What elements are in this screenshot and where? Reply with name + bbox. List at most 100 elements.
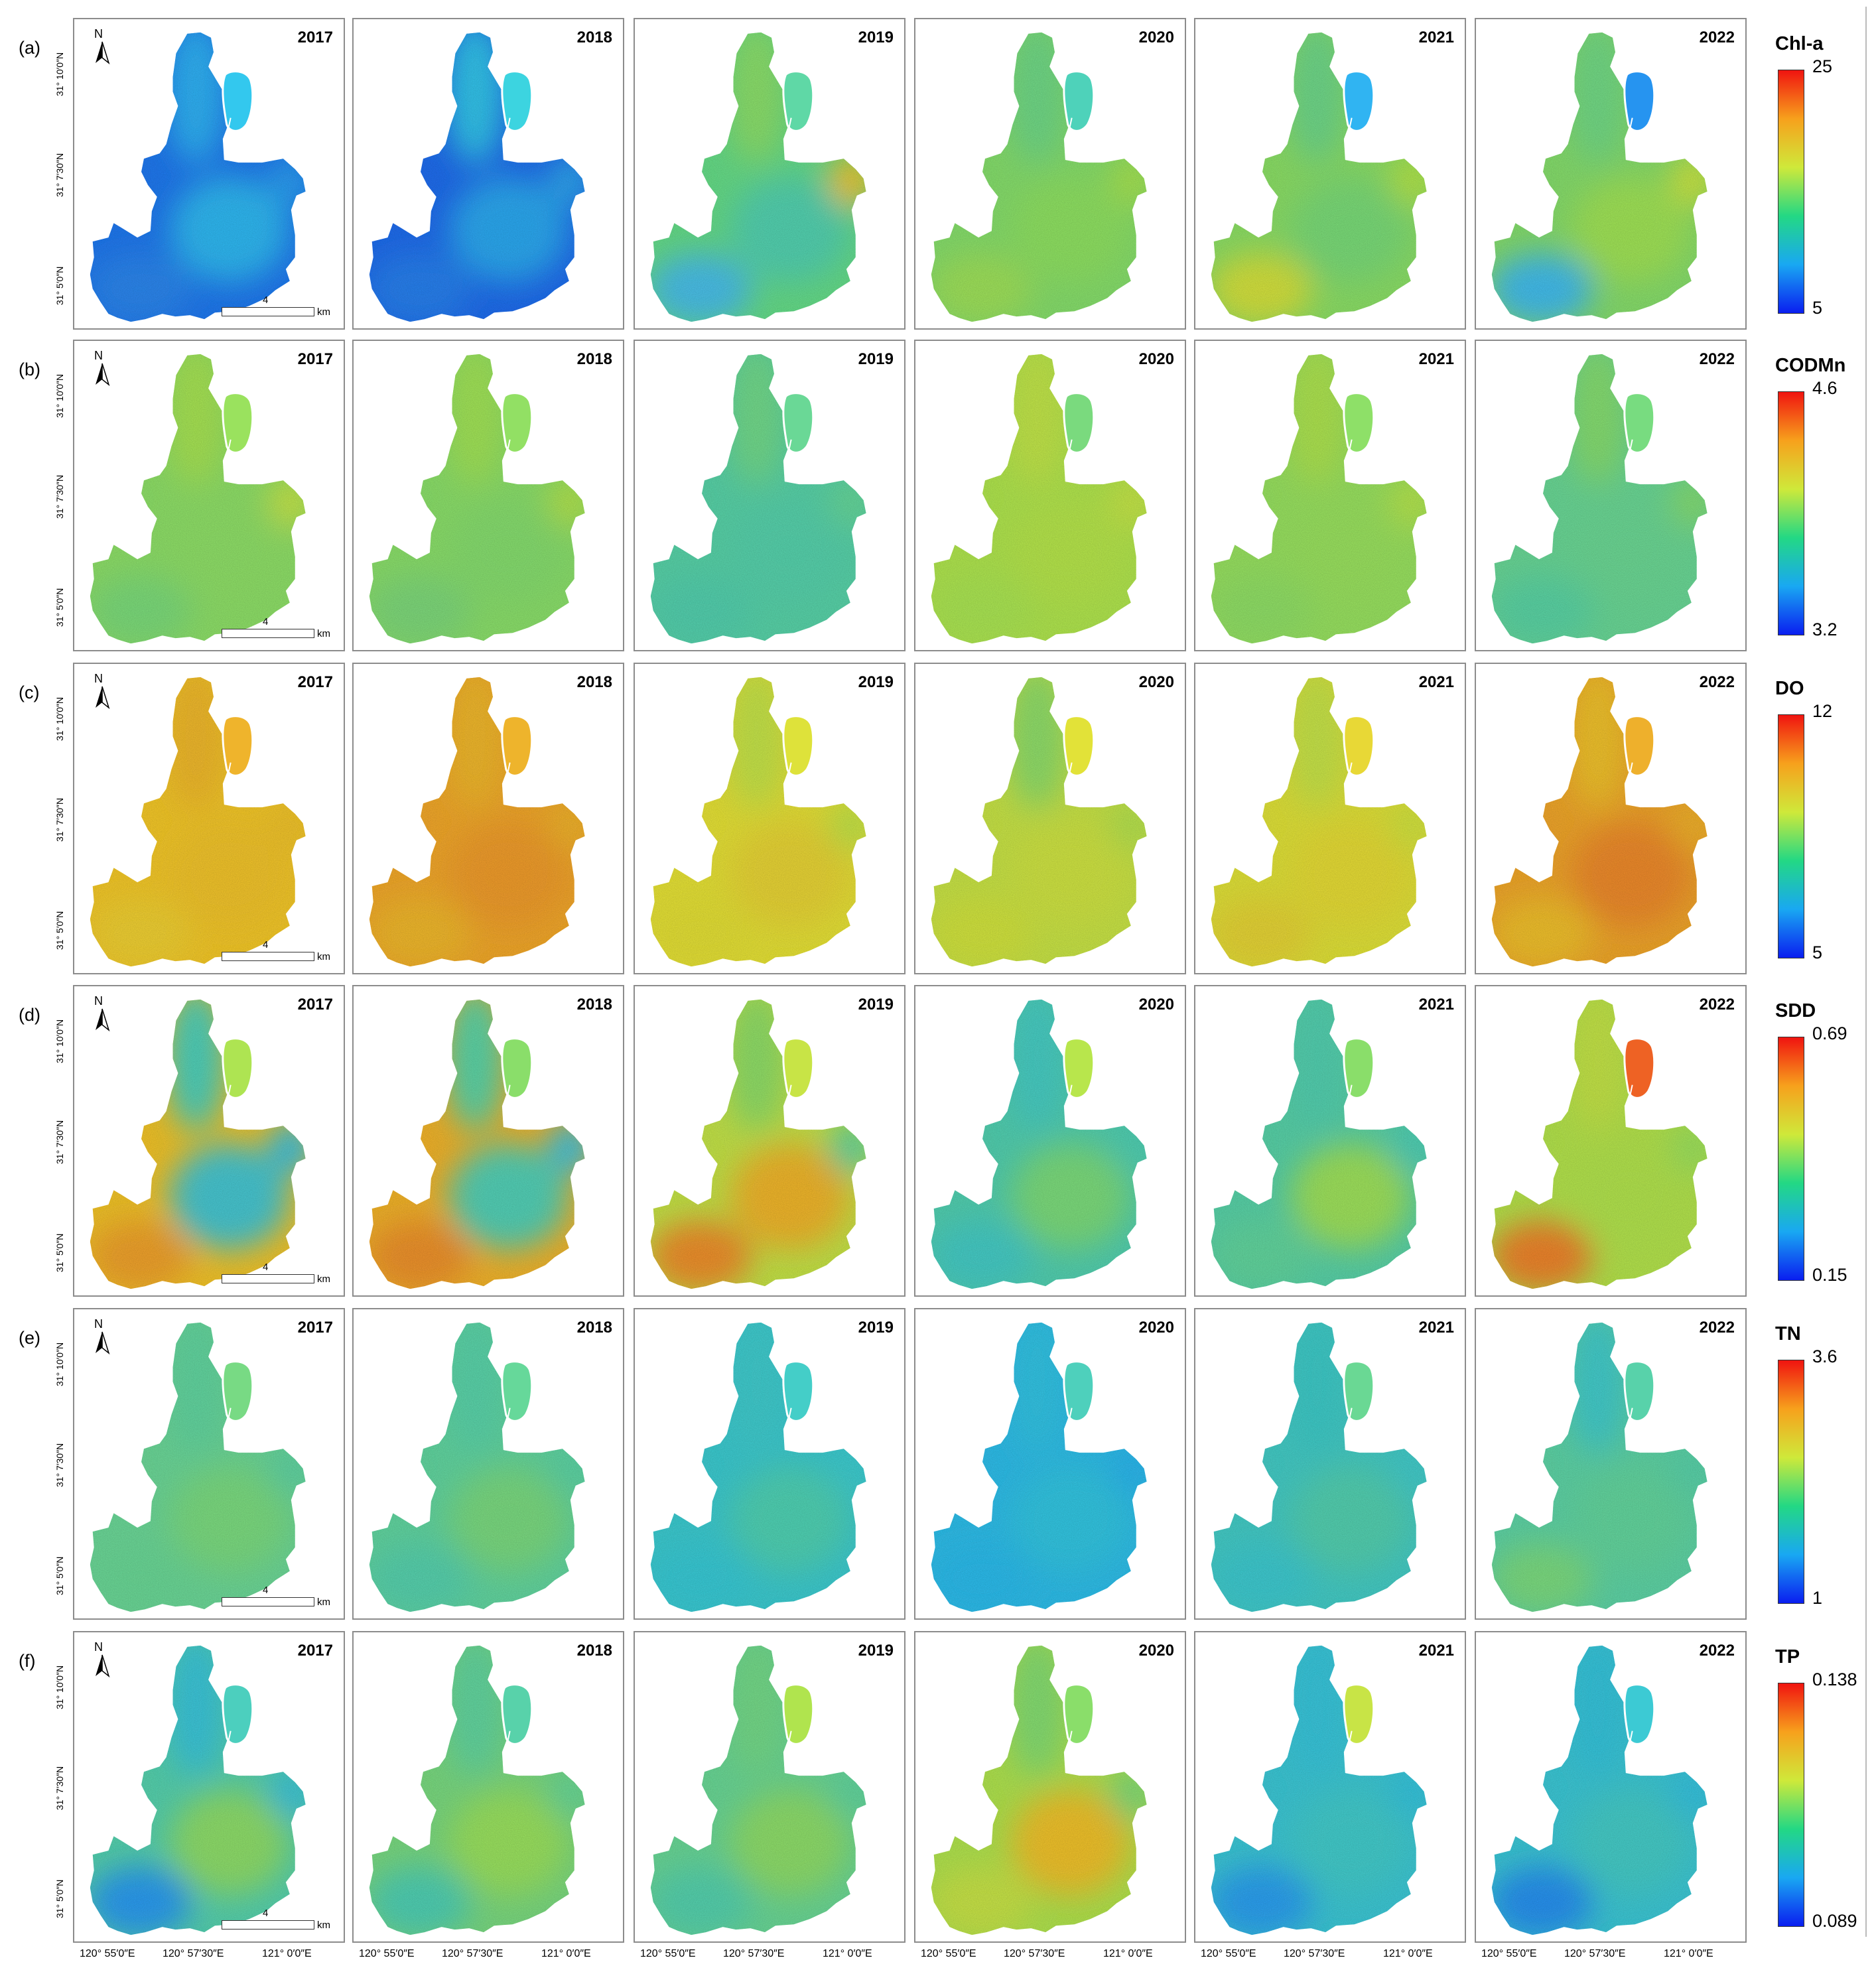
longitude-label: 120° 55′0″E <box>921 1948 976 1959</box>
lake-water <box>1211 1645 1427 1935</box>
scale-value: 4 <box>263 1585 269 1596</box>
reservoir <box>1063 70 1095 132</box>
lake-water <box>650 1645 866 1935</box>
lake-water <box>650 1322 866 1612</box>
lake-map <box>931 999 1147 1289</box>
reservoir <box>501 70 533 132</box>
year-label: 2019 <box>858 1642 894 1660</box>
reservoir <box>222 392 254 454</box>
legend-min-value: 5 <box>1812 943 1823 962</box>
legend-title: TP <box>1775 1646 1800 1668</box>
lake-map <box>931 677 1147 967</box>
map-panel: 2022 <box>1475 985 1747 1297</box>
lake-water <box>1491 32 1708 322</box>
year-label: 2020 <box>1138 1642 1174 1660</box>
legend-title: TN <box>1775 1323 1801 1344</box>
legend-min-value: 0.15 <box>1812 1265 1847 1285</box>
scale-bar <box>222 629 314 638</box>
year-label: 2018 <box>576 1642 612 1660</box>
map-panel: 2018 <box>352 985 624 1297</box>
latitude-label: 31° 10′0″N <box>54 696 65 741</box>
row-label: (d) <box>19 1005 40 1025</box>
map-panel: 2022 <box>1475 340 1747 651</box>
longitude-label: 121° 0′0″E <box>1664 1948 1713 1959</box>
year-label: 2018 <box>576 350 612 368</box>
north-arrow-icon: N <box>89 672 115 713</box>
legend-max-value: 3.6 <box>1812 1346 1838 1366</box>
lake-water <box>650 354 866 644</box>
north-letter: N <box>94 27 103 40</box>
lake-map <box>90 1645 306 1935</box>
map-panel: 2020 <box>914 985 1186 1297</box>
reservoir <box>1623 392 1656 454</box>
map-panel: 2019 <box>634 1631 905 1943</box>
lake-map <box>1491 1645 1708 1935</box>
year-label: 2022 <box>1699 29 1735 46</box>
scale-value: 4 <box>263 1908 269 1919</box>
map-panel: 2018 <box>352 1308 624 1620</box>
map-panel: 2020 <box>914 1308 1186 1620</box>
lake-water <box>931 999 1147 1289</box>
lake-map <box>90 354 306 644</box>
scale-value: 4 <box>263 294 269 306</box>
map-panel: 2020 <box>914 18 1186 330</box>
map-panel: 2020 <box>914 340 1186 651</box>
legend-max-value: 0.138 <box>1812 1669 1857 1689</box>
year-label: 2022 <box>1699 673 1735 691</box>
latitude-label: 31° 7′30″N <box>54 1120 65 1164</box>
longitude-label: 121° 0′0″E <box>823 1948 872 1959</box>
legend-title: Chl-a <box>1775 33 1824 54</box>
legend-colorbar <box>1778 1037 1804 1281</box>
north-letter: N <box>94 994 103 1008</box>
north-arrow-icon: N <box>89 1640 115 1681</box>
lake-water <box>1211 677 1427 967</box>
map-panel: 2020 <box>914 663 1186 974</box>
legend-colorbar <box>1778 70 1804 314</box>
row-label: (a) <box>19 38 40 58</box>
lake-map <box>369 1322 585 1612</box>
scale-bar <box>222 1920 314 1929</box>
lake-water <box>650 32 866 322</box>
reservoir <box>1623 1037 1656 1099</box>
reservoir <box>501 1037 533 1099</box>
latitude-label: 31° 7′30″N <box>54 1443 65 1487</box>
legend-max-value: 25 <box>1812 56 1833 76</box>
latitude-label: 31° 5′0″N <box>54 911 65 950</box>
lake-map <box>1491 354 1708 644</box>
lake-water <box>1491 677 1708 967</box>
latitude-label: 31° 7′30″N <box>54 474 65 519</box>
latitude-label: 31° 5′0″N <box>54 1556 65 1595</box>
year-label: 2018 <box>576 29 612 46</box>
scale-unit: km <box>317 1597 330 1608</box>
reservoir <box>782 1683 815 1745</box>
north-letter: N <box>94 349 103 362</box>
year-label: 2018 <box>576 996 612 1014</box>
lake-map <box>1491 999 1708 1289</box>
map-panel: 2017 N 4 km <box>73 985 345 1297</box>
scale-unit: km <box>317 951 330 962</box>
longitude-label: 120° 57′30″E <box>1284 1948 1345 1959</box>
scale-unit: km <box>317 1920 330 1931</box>
year-label: 2022 <box>1699 1642 1735 1660</box>
reservoir <box>782 1360 815 1422</box>
map-panel: 2019 <box>634 663 905 974</box>
lake-map <box>369 999 585 1289</box>
map-panel: 2017 N 4 km <box>73 1308 345 1620</box>
year-label: 2022 <box>1699 1319 1735 1337</box>
latitude-label: 31° 10′0″N <box>54 1665 65 1709</box>
year-label: 2021 <box>1418 1319 1454 1337</box>
legend-divider <box>1865 7 1867 1937</box>
reservoir <box>501 715 533 777</box>
north-arrow-icon: N <box>89 1317 115 1358</box>
latitude-label: 31° 10′0″N <box>54 1342 65 1386</box>
lake-map <box>650 1322 866 1612</box>
legend-max-value: 4.6 <box>1812 378 1838 398</box>
scale-unit: km <box>317 306 330 318</box>
longitude-label: 120° 57′30″E <box>1564 1948 1626 1959</box>
lake-map <box>1491 1322 1708 1612</box>
longitude-label: 120° 55′0″E <box>640 1948 696 1959</box>
latitude-label: 31° 5′0″N <box>54 266 65 305</box>
reservoir <box>1063 1683 1095 1745</box>
longitude-label: 120° 57′30″E <box>442 1948 503 1959</box>
lake-water <box>1491 1645 1708 1935</box>
